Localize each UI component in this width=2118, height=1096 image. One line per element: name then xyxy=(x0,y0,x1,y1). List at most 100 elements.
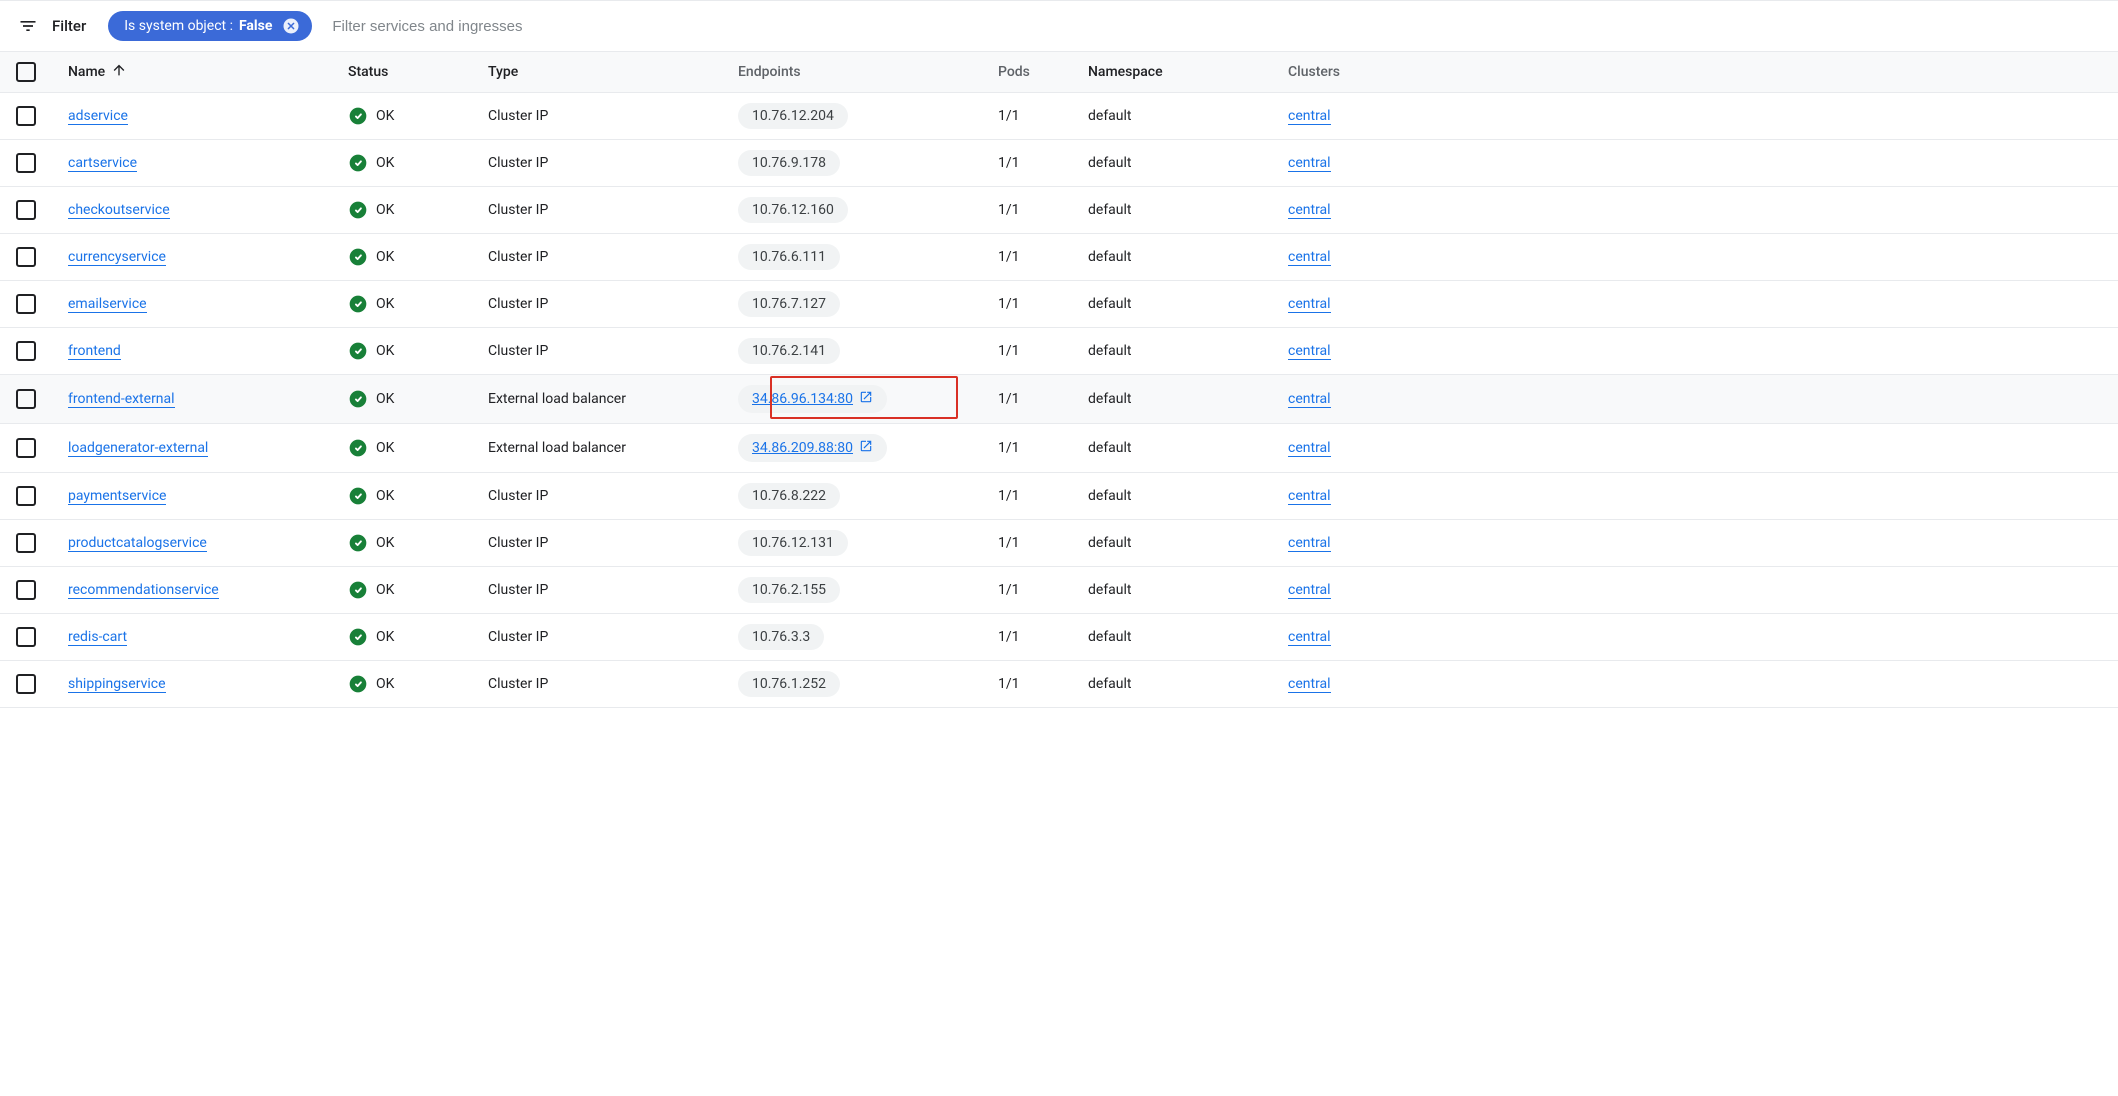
pods-count: 1/1 xyxy=(990,333,1080,369)
row-checkbox[interactable] xyxy=(16,106,36,126)
filter-chip[interactable]: Is system object : False xyxy=(108,11,312,41)
row-checkbox[interactable] xyxy=(16,486,36,506)
sort-asc-icon xyxy=(111,62,127,82)
service-name-link[interactable]: paymentservice xyxy=(68,488,166,505)
service-name-link[interactable]: loadgenerator-external xyxy=(68,440,208,457)
service-name-link[interactable]: productcatalogservice xyxy=(68,535,207,552)
service-name-link[interactable]: emailservice xyxy=(68,296,147,313)
endpoint-pill[interactable]: 34.86.209.88:80 xyxy=(738,434,887,462)
service-type: Cluster IP xyxy=(480,572,730,608)
table-row: redis-cartOKCluster IP10.76.3.31/1defaul… xyxy=(0,614,2118,661)
column-header-name[interactable]: Name xyxy=(60,52,340,92)
column-header-pods[interactable]: Pods xyxy=(990,54,1080,90)
status-text: OK xyxy=(376,676,394,692)
row-checkbox[interactable] xyxy=(16,389,36,409)
namespace: default xyxy=(1080,381,1280,417)
endpoint-link[interactable]: 34.86.209.88:80 xyxy=(752,440,853,456)
endpoint-pill: 10.76.12.160 xyxy=(738,197,848,223)
service-type: Cluster IP xyxy=(480,192,730,228)
namespace: default xyxy=(1080,666,1280,702)
service-name-link[interactable]: recommendationservice xyxy=(68,582,219,599)
endpoint-pill: 10.76.2.155 xyxy=(738,577,840,603)
table-row: paymentserviceOKCluster IP10.76.8.2221/1… xyxy=(0,473,2118,520)
namespace: default xyxy=(1080,192,1280,228)
service-type: Cluster IP xyxy=(480,333,730,369)
endpoint-pill[interactable]: 34.86.96.134:80 xyxy=(738,385,887,413)
service-name-link[interactable]: shippingservice xyxy=(68,676,166,693)
namespace: default xyxy=(1080,286,1280,322)
row-checkbox[interactable] xyxy=(16,627,36,647)
status-ok-icon xyxy=(348,294,368,314)
filter-icon[interactable] xyxy=(18,16,38,36)
service-name-link[interactable]: checkoutservice xyxy=(68,202,170,219)
status-ok-icon xyxy=(348,341,368,361)
row-checkbox[interactable] xyxy=(16,341,36,361)
filter-input[interactable] xyxy=(332,18,2100,35)
row-checkbox[interactable] xyxy=(16,200,36,220)
filter-chip-key: Is system object : xyxy=(124,18,233,34)
status-text: OK xyxy=(376,488,394,504)
status-ok-icon xyxy=(348,200,368,220)
cluster-link[interactable]: central xyxy=(1288,676,1331,693)
endpoint-pill: 10.76.6.111 xyxy=(738,244,840,270)
cluster-link[interactable]: central xyxy=(1288,202,1331,219)
service-name-link[interactable]: frontend-external xyxy=(68,391,175,408)
row-checkbox[interactable] xyxy=(16,153,36,173)
service-name-link[interactable]: adservice xyxy=(68,108,128,125)
pods-count: 1/1 xyxy=(990,430,1080,466)
status-text: OK xyxy=(376,249,394,265)
table-row: adserviceOKCluster IP10.76.12.2041/1defa… xyxy=(0,93,2118,140)
pods-count: 1/1 xyxy=(990,98,1080,134)
cluster-link[interactable]: central xyxy=(1288,249,1331,266)
status-ok-icon xyxy=(348,153,368,173)
service-type: Cluster IP xyxy=(480,478,730,514)
status-ok-icon xyxy=(348,674,368,694)
cluster-link[interactable]: central xyxy=(1288,440,1331,457)
close-icon[interactable] xyxy=(282,17,300,35)
row-checkbox[interactable] xyxy=(16,580,36,600)
status-ok-icon xyxy=(348,486,368,506)
cluster-link[interactable]: central xyxy=(1288,391,1331,408)
service-name-link[interactable]: frontend xyxy=(68,343,121,360)
column-header-status[interactable]: Status xyxy=(340,54,480,90)
service-name-link[interactable]: redis-cart xyxy=(68,629,127,646)
service-type: Cluster IP xyxy=(480,619,730,655)
namespace: default xyxy=(1080,619,1280,655)
services-panel: Filter Is system object : False Name Sta… xyxy=(0,0,2118,708)
status-ok-icon xyxy=(348,580,368,600)
pods-count: 1/1 xyxy=(990,239,1080,275)
column-header-clusters[interactable]: Clusters xyxy=(1280,54,1440,90)
status-text: OK xyxy=(376,155,394,171)
pods-count: 1/1 xyxy=(990,478,1080,514)
row-checkbox[interactable] xyxy=(16,533,36,553)
cluster-link[interactable]: central xyxy=(1288,108,1331,125)
service-name-link[interactable]: cartservice xyxy=(68,155,137,172)
cluster-link[interactable]: central xyxy=(1288,535,1331,552)
status-ok-icon xyxy=(348,247,368,267)
status-ok-icon xyxy=(348,389,368,409)
row-checkbox[interactable] xyxy=(16,674,36,694)
cluster-link[interactable]: central xyxy=(1288,343,1331,360)
column-header-type[interactable]: Type xyxy=(480,54,730,90)
table-row: recommendationserviceOKCluster IP10.76.2… xyxy=(0,567,2118,614)
row-checkbox[interactable] xyxy=(16,247,36,267)
row-checkbox[interactable] xyxy=(16,294,36,314)
status-text: OK xyxy=(376,296,394,312)
status-text: OK xyxy=(376,535,394,551)
column-header-endpoints[interactable]: Endpoints xyxy=(730,54,990,90)
pods-count: 1/1 xyxy=(990,145,1080,181)
endpoint-link[interactable]: 34.86.96.134:80 xyxy=(752,391,853,407)
endpoint-pill: 10.76.1.252 xyxy=(738,671,840,697)
status-text: OK xyxy=(376,629,394,645)
column-header-namespace[interactable]: Namespace xyxy=(1080,54,1280,90)
cluster-link[interactable]: central xyxy=(1288,488,1331,505)
cluster-link[interactable]: central xyxy=(1288,582,1331,599)
row-checkbox[interactable] xyxy=(16,438,36,458)
service-name-link[interactable]: currencyservice xyxy=(68,249,166,266)
cluster-link[interactable]: central xyxy=(1288,296,1331,313)
cluster-link[interactable]: central xyxy=(1288,155,1331,172)
pods-count: 1/1 xyxy=(990,525,1080,561)
cluster-link[interactable]: central xyxy=(1288,629,1331,646)
select-all-checkbox[interactable] xyxy=(16,62,36,82)
service-type: External load balancer xyxy=(480,430,730,466)
